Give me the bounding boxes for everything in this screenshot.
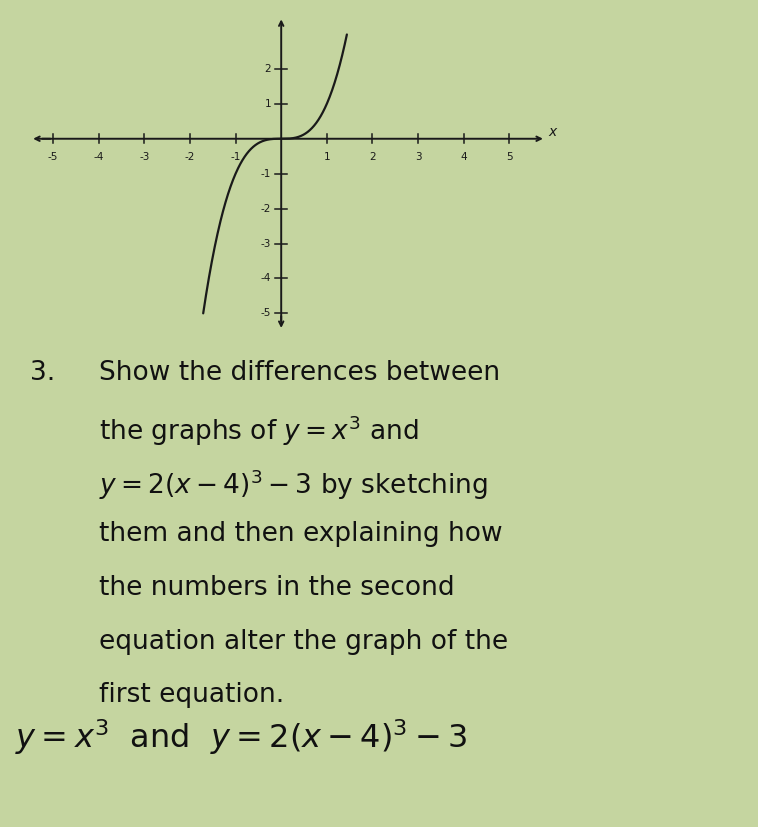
Text: 4: 4 (460, 152, 467, 162)
Text: -3: -3 (261, 238, 271, 248)
Text: -2: -2 (261, 203, 271, 213)
Text: the graphs of $y = x^3$ and: the graphs of $y = x^3$ and (99, 414, 418, 448)
Text: equation alter the graph of the: equation alter the graph of the (99, 629, 508, 654)
Text: 5: 5 (506, 152, 512, 162)
Text: 2: 2 (265, 64, 271, 74)
Text: -5: -5 (261, 308, 271, 318)
Text: -5: -5 (48, 152, 58, 162)
Text: -1: -1 (230, 152, 241, 162)
Text: -2: -2 (185, 152, 195, 162)
Text: 1: 1 (324, 152, 330, 162)
Text: -1: -1 (261, 169, 271, 179)
Text: first equation.: first equation. (99, 682, 283, 708)
Text: 3: 3 (415, 152, 421, 162)
Text: 2: 2 (369, 152, 376, 162)
Text: $y = x^3$  and  $y = 2(x - 4)^3 - 3$: $y = x^3$ and $y = 2(x - 4)^3 - 3$ (15, 717, 467, 757)
Text: Show the differences between: Show the differences between (99, 360, 500, 385)
Text: 3.: 3. (30, 360, 55, 385)
Text: the numbers in the second: the numbers in the second (99, 575, 454, 600)
Text: $x$: $x$ (548, 126, 559, 140)
Text: them and then explaining how: them and then explaining how (99, 521, 502, 547)
Text: $y = 2(x - 4)^3 - 3$ by sketching: $y = 2(x - 4)^3 - 3$ by sketching (99, 467, 487, 502)
Text: -3: -3 (139, 152, 149, 162)
Text: -4: -4 (261, 274, 271, 284)
Text: 1: 1 (265, 99, 271, 109)
Text: -4: -4 (93, 152, 104, 162)
